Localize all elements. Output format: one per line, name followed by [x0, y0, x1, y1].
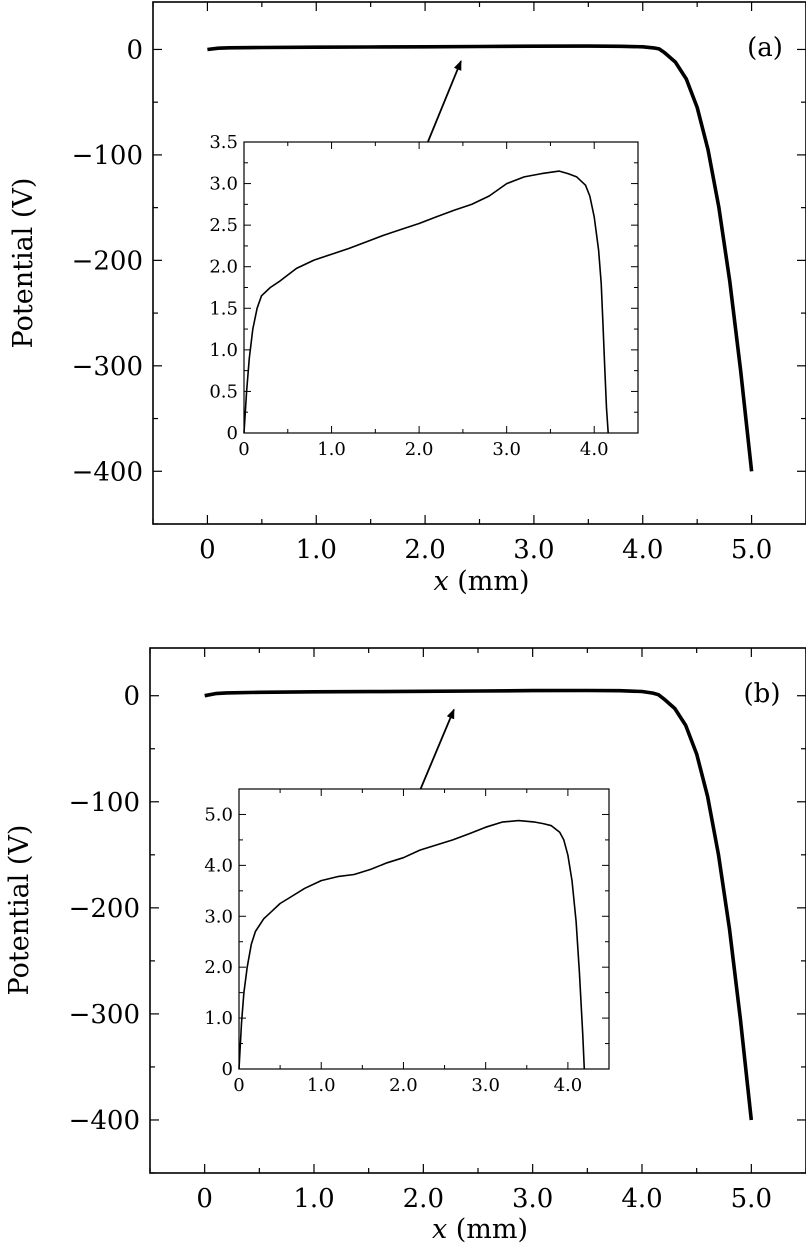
x-axis-label: x (mm) [432, 1214, 528, 1245]
x-tick-label: 3.0 [512, 1184, 553, 1214]
inset-y-tick-label: 2.5 [209, 215, 238, 236]
panel-b: 0 1.0 2.0 3.0 4.0 5.0 0 −100 −200 −300 −400 x (mm) P… [4, 647, 806, 1245]
x-tick-label: 1.0 [293, 1184, 334, 1214]
x-tick-label: 1.0 [296, 535, 337, 565]
inset-y-tick-label: 0 [222, 1059, 233, 1080]
inset-y-tick-label: 2.0 [209, 257, 238, 278]
x-tick-label: 5.0 [731, 1184, 772, 1214]
inset-x-tick-label: 2.0 [389, 1075, 418, 1096]
inset-x-tick-label: 3.0 [492, 439, 521, 460]
inset-x-tick-label: 0 [238, 439, 249, 460]
y-tick-label: −400 [69, 1106, 140, 1136]
inset-y-tick-label: 0 [227, 423, 238, 444]
inset-x-tick-label: 3.0 [471, 1075, 500, 1096]
inset-series-line [243, 170, 609, 434]
inset-y-tick-label: 4.0 [204, 855, 233, 876]
inset-y-tick-label: 1.5 [209, 298, 238, 319]
x-tick-label: 0 [199, 535, 216, 565]
inset-x-tick-label: 1.0 [307, 1075, 336, 1096]
inset-y-tick-label: 5.0 [204, 804, 233, 825]
inset-chart: 0 1.0 2.0 3.0 4.0 0 1.0 2.0 3.0 4.0 5.0 [204, 788, 610, 1096]
inset-y-tick-label: 3.0 [204, 906, 233, 927]
inset-y-tick-label: 3.5 [209, 132, 238, 153]
x-tick-label: 5.0 [731, 535, 772, 565]
y-tick-label: −100 [72, 141, 143, 171]
inset-y-tick-label: 2.0 [204, 957, 233, 978]
series-line [207, 44, 754, 472]
x-tick-label: 3.0 [513, 535, 554, 565]
y-tick-label: −400 [72, 457, 143, 487]
x-tick-label: 2.0 [403, 1184, 444, 1214]
inset-x-tick-label: 2.0 [405, 439, 434, 460]
y-tick-label: 0 [126, 35, 143, 65]
x-tick-label: 2.0 [404, 535, 445, 565]
x-axis-variable: x [432, 1214, 447, 1245]
panel-a: 0 1.0 2.0 3.0 4.0 5.0 0 −100 −200 −300 −400 x (mm) P… [8, 1, 806, 597]
x-tick-label: 4.0 [622, 535, 663, 565]
y-tick-label: 0 [123, 682, 140, 712]
inset-x-tick-label: 0 [233, 1075, 244, 1096]
inset-y-tick-label: 1.0 [204, 1008, 233, 1029]
inset-frame [243, 141, 639, 434]
inset-y-tick-label: 1.0 [209, 340, 238, 361]
x-axis-label: x (mm) [433, 566, 529, 597]
inset-x-tick-label: 4.0 [580, 439, 609, 460]
inset-frame [238, 788, 610, 1070]
inset-y-tick-label: 3.0 [209, 174, 238, 195]
y-tick-label: −300 [69, 1000, 140, 1030]
y-tick-label: −200 [72, 246, 143, 276]
x-tick-label: 0 [196, 1184, 213, 1214]
y-axis-label: Potential (V) [4, 825, 35, 996]
y-tick-label: −100 [69, 788, 140, 818]
inset-chart: 0 1.0 2.0 3.0 4.0 0 0.5 1.0 1.5 2.0 2.5 3.0 3.5 [209, 132, 639, 460]
y-tick-label: −300 [72, 352, 143, 382]
x-axis-unit: (mm) [447, 1214, 528, 1245]
panel-label: (a) [747, 33, 783, 63]
inset-x-tick-label: 1.0 [317, 439, 346, 460]
inset-y-tick-label: 0.5 [209, 381, 238, 402]
series-line [204, 688, 754, 1121]
inset-x-tick-label: 4.0 [554, 1075, 583, 1096]
inset-series-line [238, 819, 586, 1070]
y-tick-label: −200 [69, 894, 140, 924]
x-tick-label: 4.0 [621, 1184, 662, 1214]
x-axis-unit: (mm) [449, 566, 530, 597]
y-axis-label: Potential (V) [8, 178, 39, 349]
panel-label: (b) [744, 679, 781, 709]
x-axis-variable: x [433, 566, 448, 597]
